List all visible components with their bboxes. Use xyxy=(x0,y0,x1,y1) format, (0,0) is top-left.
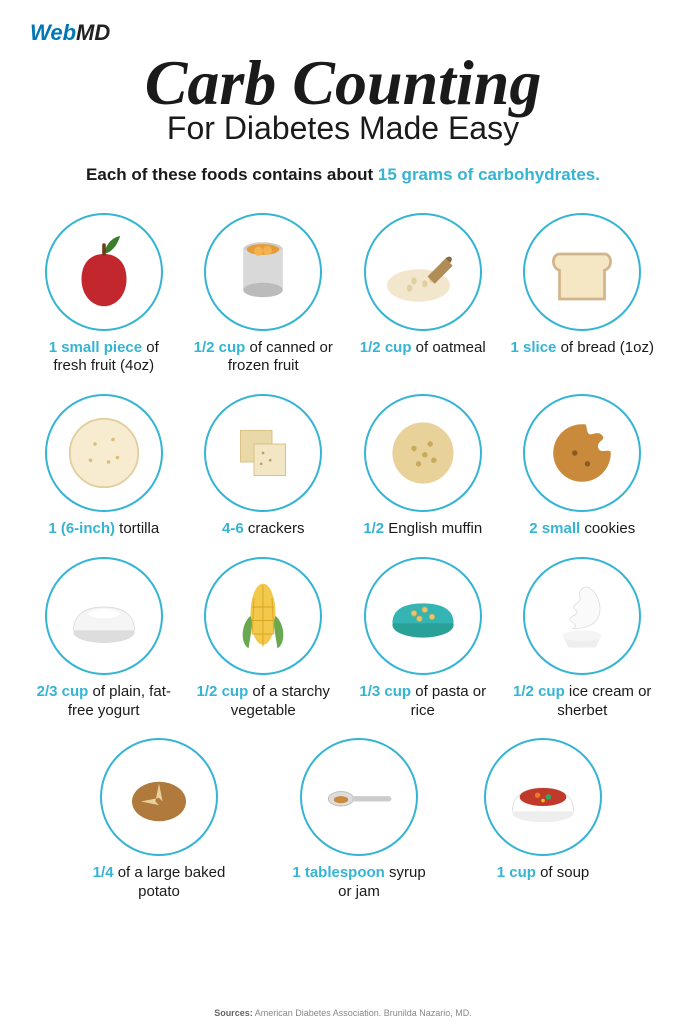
can-icon xyxy=(204,213,322,331)
food-label-rest: of oatmeal xyxy=(411,339,485,356)
potato-icon xyxy=(100,738,218,856)
brand-logo: WebMD xyxy=(30,20,656,46)
food-label: 1/4 of a large baked potato xyxy=(84,864,234,902)
food-label: 1 (6-inch) tortilla xyxy=(48,520,159,539)
food-label-highlight: 1/2 cup xyxy=(360,339,412,356)
food-label-highlight: 1/2 xyxy=(363,520,384,537)
food-label-rest: of bread (1oz) xyxy=(556,339,654,356)
food-label-rest: of pasta or rice xyxy=(411,683,486,719)
apple-icon xyxy=(45,213,163,331)
food-label-highlight: 1 slice xyxy=(511,339,557,356)
food-label: 1 small piece of fresh fruit (4oz) xyxy=(30,339,178,377)
food-label-highlight: 1/3 cup xyxy=(359,683,411,700)
food-label-rest: ice cream or sherbet xyxy=(557,683,651,719)
food-label-highlight: 1/2 cup xyxy=(194,339,246,356)
title-script: Carb Counting xyxy=(30,54,656,112)
intro-pre: Each of these foods contains about xyxy=(86,165,378,184)
food-item: 1 cup of soup xyxy=(484,738,602,902)
food-label: 1/2 cup of oatmeal xyxy=(360,339,486,358)
food-item: 2/3 cup of plain, fat-free yogurt xyxy=(30,557,178,721)
food-label-highlight: 2 small xyxy=(529,520,580,537)
title-sub: For Diabetes Made Easy xyxy=(30,110,656,147)
cookies-icon xyxy=(523,394,641,512)
food-item: 2 small cookies xyxy=(509,394,657,539)
food-item: 4-6 crackers xyxy=(190,394,338,539)
food-item: 1 (6-inch) tortilla xyxy=(30,394,178,539)
food-label-highlight: 1/2 cup xyxy=(197,683,249,700)
food-label-highlight: 1 (6-inch) xyxy=(48,520,115,537)
bread-icon xyxy=(523,213,641,331)
intro-text: Each of these foods contains about 15 gr… xyxy=(30,165,656,185)
food-item: 1/2 cup of oatmeal xyxy=(349,213,497,377)
food-item: 1 tablespoon syrup or jam xyxy=(284,738,434,902)
food-label-rest: crackers xyxy=(244,520,305,537)
food-item: 1 slice of bread (1oz) xyxy=(509,213,657,377)
food-item: 1/3 cup of pasta or rice xyxy=(349,557,497,721)
muffin-icon xyxy=(364,394,482,512)
food-item: 1/2 cup ice cream or sherbet xyxy=(509,557,657,721)
food-label-rest: of soup xyxy=(536,864,589,881)
food-grid: 1 small piece of fresh fruit (4oz) 1/2 cu… xyxy=(30,213,656,721)
food-label-rest: tortilla xyxy=(115,520,159,537)
food-label-rest: cookies xyxy=(580,520,635,537)
food-item: 1/2 cup of canned or frozen fruit xyxy=(190,213,338,377)
food-item: 1 small piece of fresh fruit (4oz) xyxy=(30,213,178,377)
oats-icon xyxy=(364,213,482,331)
food-label: 2/3 cup of plain, fat-free yogurt xyxy=(30,683,178,721)
spoon-icon xyxy=(300,738,418,856)
icecream-icon xyxy=(523,557,641,675)
food-label: 1 tablespoon syrup or jam xyxy=(284,864,434,902)
food-label: 2 small cookies xyxy=(529,520,635,539)
corn-icon xyxy=(204,557,322,675)
food-label: 1/2 English muffin xyxy=(363,520,482,539)
page-title: Carb Counting For Diabetes Made Easy xyxy=(30,54,656,147)
food-item: 1/2 cup of a starchy vegetable xyxy=(190,557,338,721)
logo-prefix: Web xyxy=(30,20,76,45)
food-grid-bottom: 1/4 of a large baked potato 1 tablespoon … xyxy=(30,738,656,902)
food-label: 1/2 cup of canned or frozen fruit xyxy=(190,339,338,377)
pasta-icon xyxy=(364,557,482,675)
food-label: 1 cup of soup xyxy=(497,864,590,883)
food-label-highlight: 4-6 xyxy=(222,520,244,537)
crackers-icon xyxy=(204,394,322,512)
tortilla-icon xyxy=(45,394,163,512)
food-label-rest: of a large baked potato xyxy=(114,864,226,900)
food-item: 1/2 English muffin xyxy=(349,394,497,539)
food-label-highlight: 1 tablespoon xyxy=(292,864,385,881)
yogurt-icon xyxy=(45,557,163,675)
food-label-rest: English muffin xyxy=(384,520,482,537)
sources-label: Sources: xyxy=(214,1008,253,1018)
food-label: 1 slice of bread (1oz) xyxy=(511,339,654,358)
food-label-highlight: 1 cup xyxy=(497,864,536,881)
logo-suffix: MD xyxy=(76,20,110,45)
food-label: 1/2 cup ice cream or sherbet xyxy=(509,683,657,721)
food-label-highlight: 1/2 cup xyxy=(513,683,565,700)
food-label: 1/2 cup of a starchy vegetable xyxy=(190,683,338,721)
food-label: 1/3 cup of pasta or rice xyxy=(349,683,497,721)
sources-text: American Diabetes Association. Brunilda … xyxy=(253,1008,472,1018)
food-item: 1/4 of a large baked potato xyxy=(84,738,234,902)
sources-footer: Sources: American Diabetes Association. … xyxy=(0,1008,686,1018)
food-label-highlight: 2/3 cup xyxy=(37,683,89,700)
food-label-highlight: 1/4 xyxy=(93,864,114,881)
food-label-highlight: 1 small piece xyxy=(49,339,142,356)
soup-icon xyxy=(484,738,602,856)
intro-highlight: 15 grams of carbohydrates. xyxy=(378,165,600,184)
food-label: 4-6 crackers xyxy=(222,520,305,539)
